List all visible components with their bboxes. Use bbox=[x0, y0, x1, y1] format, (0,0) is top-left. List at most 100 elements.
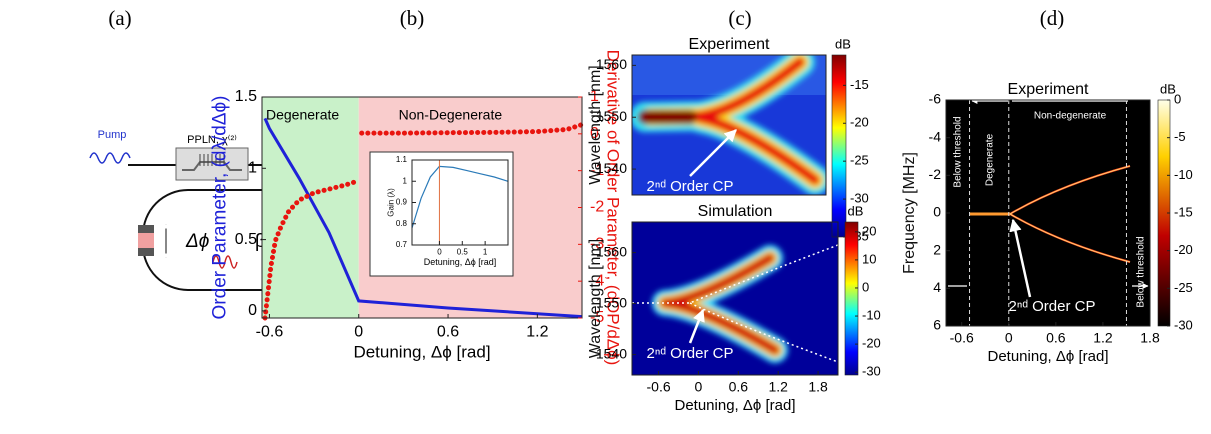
arrow bbox=[688, 308, 705, 344]
y-tick-label: 0.8 bbox=[396, 219, 408, 228]
chart-title: Experiment bbox=[689, 36, 770, 53]
series-line bbox=[263, 117, 583, 319]
y-axis-label: Gain (λ) bbox=[386, 188, 395, 217]
x-tick-label: 1.2 bbox=[1093, 329, 1113, 345]
y-tick-label: 4 bbox=[933, 279, 941, 295]
annotation: 2ⁿᵈ Order CP bbox=[647, 345, 734, 362]
y2-tick-label: 0 bbox=[590, 125, 599, 142]
panel-label: (a) bbox=[108, 6, 131, 30]
colorbar bbox=[831, 54, 847, 238]
x-axis-label: Detuning, Δϕ [rad] bbox=[424, 257, 497, 267]
x-axis-label: Detuning, Δϕ [rad] bbox=[675, 397, 796, 414]
colorbar-tick-label: -20 bbox=[1174, 242, 1193, 257]
y-tick-label: 1 bbox=[403, 176, 408, 185]
colorbar-tick-label: -20 bbox=[850, 115, 869, 130]
x-tick-label: 1.8 bbox=[808, 378, 828, 394]
panel-label: (d) bbox=[1040, 6, 1065, 30]
x-tick-label: 1 bbox=[483, 247, 488, 256]
detuning-label: Δϕ bbox=[185, 231, 209, 252]
y-tick-label: 1550 bbox=[596, 294, 627, 310]
plot-frame bbox=[631, 221, 839, 376]
x-tick-label: 1.8 bbox=[1140, 329, 1160, 345]
series-line bbox=[411, 165, 509, 229]
colorbar-label: dB bbox=[835, 36, 851, 51]
y2-tick-label: 1 bbox=[590, 88, 599, 105]
colorbar-tick-label: -30 bbox=[850, 191, 869, 206]
colorbar-label: dB bbox=[1160, 81, 1176, 96]
y2-tick-label: -5 bbox=[590, 309, 604, 326]
y-tick-label: 0 bbox=[933, 204, 941, 220]
annotation: Non-degenerate bbox=[1034, 111, 1107, 122]
y-axis-label: Wavelength [nm] bbox=[587, 239, 604, 358]
arrow bbox=[689, 129, 737, 177]
colorbar-tick-label: 0 bbox=[1174, 91, 1181, 106]
heatmap-image bbox=[632, 55, 826, 195]
annotation: 2ⁿᵈ Order CP bbox=[1009, 298, 1096, 315]
x-tick-label: 0 bbox=[354, 324, 363, 341]
y-tick-label: 1 bbox=[248, 160, 257, 177]
y-axis-label: Wavelength [nm] bbox=[587, 65, 604, 184]
x-tick-label: 0.6 bbox=[437, 324, 459, 341]
colorbar-tick-label: -15 bbox=[850, 77, 869, 92]
x-tick-label: 0 bbox=[695, 378, 703, 394]
y-tick-label: 2 bbox=[933, 241, 941, 257]
x-axis-label: Detuning, Δϕ [rad] bbox=[353, 343, 490, 362]
colorbar-tick-label: 20 bbox=[862, 223, 876, 238]
y-tick-label: 1560 bbox=[596, 56, 627, 72]
y-tick-label: 1.1 bbox=[396, 155, 408, 164]
x-tick-label: 1.2 bbox=[526, 324, 548, 341]
x-tick-label: 0 bbox=[1005, 329, 1013, 345]
x-tick-label: -0.6 bbox=[256, 324, 284, 341]
plot-frame bbox=[631, 54, 827, 196]
region-label: Non-Degenerate bbox=[399, 107, 503, 123]
y-tick-label: -4 bbox=[929, 128, 942, 144]
x-tick-label: 0 bbox=[437, 247, 442, 256]
heatmap-image bbox=[946, 100, 1150, 326]
panel-label: (c) bbox=[728, 6, 751, 30]
y2-tick-label: -2 bbox=[590, 199, 604, 216]
x-tick-label: 0.5 bbox=[457, 247, 469, 256]
y-tick-label: 1550 bbox=[596, 108, 627, 124]
y-tick-label: 0 bbox=[248, 302, 257, 319]
y-axis-label: Order Parameter, (dλ/dΔϕ) bbox=[209, 96, 230, 320]
colorbar-tick-label: -25 bbox=[1174, 280, 1193, 295]
colorbar-label: dB bbox=[848, 203, 864, 218]
y-tick-label: 0.5 bbox=[235, 231, 257, 248]
y2-tick-label: -1 bbox=[590, 162, 604, 179]
y-axis-label: Frequency [MHz] bbox=[901, 152, 918, 274]
annotation: Below threshold bbox=[953, 116, 964, 187]
colorbar-tick-label: -10 bbox=[862, 307, 881, 322]
x-tick-label: -0.6 bbox=[950, 329, 974, 345]
colorbar-tick-label: -10 bbox=[1174, 167, 1193, 182]
colorbar-tick-label: -15 bbox=[1174, 204, 1193, 219]
colorbar-tick-label: -20 bbox=[862, 336, 881, 351]
y-tick-label: -6 bbox=[929, 91, 942, 107]
colorbar-tick-label: -5 bbox=[1174, 129, 1186, 144]
y-tick-label: 0.9 bbox=[396, 198, 408, 207]
y2-tick-label: -3 bbox=[590, 236, 604, 253]
region-label: Degenerate bbox=[266, 107, 339, 123]
panel-label: (b) bbox=[400, 6, 425, 30]
y-tick-label: -2 bbox=[929, 166, 942, 182]
heatmap-image bbox=[632, 222, 838, 375]
chart-title: Simulation bbox=[698, 203, 773, 220]
y-tick-label: 1560 bbox=[596, 243, 627, 259]
inset-background bbox=[369, 151, 514, 277]
annotation: Degenerate bbox=[985, 133, 996, 186]
x-tick-label: -0.6 bbox=[647, 378, 671, 394]
y2-axis-label: Derivative of Order Parameter, (dOP/dΔϕ) bbox=[604, 50, 623, 366]
colorbar bbox=[844, 221, 859, 376]
x-tick-label: 0.6 bbox=[729, 378, 749, 394]
region bbox=[262, 97, 359, 318]
annotation: Below threshold bbox=[1136, 236, 1147, 307]
y-tick-label: 0.7 bbox=[396, 240, 408, 249]
colorbar-tick-label: -25 bbox=[850, 153, 869, 168]
crystal-label: PPLN, χ⁽²⁾ bbox=[187, 134, 237, 146]
colorbar-tick-label: -30 bbox=[1174, 317, 1193, 332]
pump-label: Pump bbox=[98, 129, 127, 141]
colorbar-tick-label: 0 bbox=[862, 279, 869, 294]
chart-title: Experiment bbox=[1008, 81, 1089, 98]
y-tick-label: 6 bbox=[933, 317, 941, 333]
colorbar-tick-label: 10 bbox=[862, 251, 876, 266]
